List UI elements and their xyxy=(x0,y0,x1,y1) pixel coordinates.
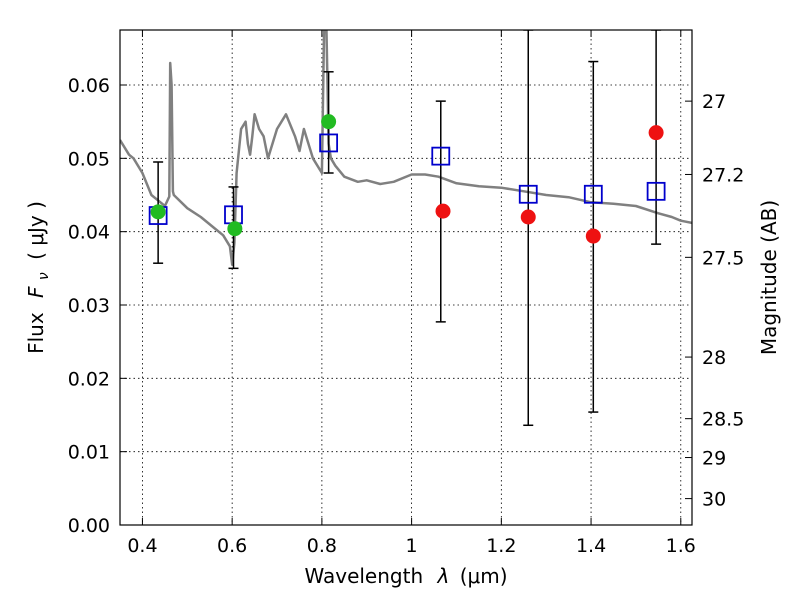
y2-tick-label: 28.5 xyxy=(702,409,744,431)
tick-layer: 0.4 0.6 0.8 1 1.2 1.4 1.6 0.00 0.01 0.02 0.03 0.04 0… xyxy=(68,30,744,557)
y-tick-label: 0.04 xyxy=(68,222,110,244)
model-square-marker xyxy=(583,184,603,204)
model-square-marker xyxy=(646,181,666,201)
y-tick-label: 0.03 xyxy=(68,295,110,317)
x-tick-label: 1.6 xyxy=(666,535,696,557)
x-axis-label-unit: (μm) xyxy=(460,564,508,588)
x-tick-label: 1.2 xyxy=(486,535,516,557)
photometry-point xyxy=(648,125,664,141)
x-tick-label: 0.8 xyxy=(307,535,337,557)
y-tick-label: 0.00 xyxy=(68,515,110,537)
x-tick-label: 1.4 xyxy=(576,535,606,557)
x-axis-label-symbol: λ xyxy=(437,564,450,588)
spectrum-layer xyxy=(120,30,692,266)
y-tick-label: 0.01 xyxy=(68,442,110,464)
y2-tick-label: 29 xyxy=(702,448,726,470)
photometry-point xyxy=(150,204,166,220)
y2-tick-label: 28 xyxy=(702,347,726,369)
y2-tick-label: 27.5 xyxy=(702,247,744,269)
model-square-marker xyxy=(431,146,451,166)
y2-tick-label: 27 xyxy=(702,91,726,113)
photometry-point xyxy=(435,203,451,219)
x-tick-label: 1 xyxy=(406,535,418,557)
y2-tick-label: 27.2 xyxy=(702,164,744,186)
photometry-point xyxy=(227,221,243,237)
y-tick-label: 0.02 xyxy=(68,368,110,390)
x-tick-label: 0.4 xyxy=(127,535,157,557)
y2-tick-label: 30 xyxy=(702,489,726,511)
y-axis-label-subscript: ν xyxy=(36,272,52,280)
marker-layer xyxy=(148,114,666,244)
y-tick-label: 0.06 xyxy=(68,75,110,97)
x-axis-label-text: Wavelength xyxy=(304,564,423,588)
y-tick-label: 0.05 xyxy=(68,148,110,170)
grid xyxy=(120,30,692,525)
y-axis-label: Flux F ν ( μJy ) xyxy=(24,201,53,354)
right-axis-label: Magnitude (AB) xyxy=(757,200,781,355)
y-axis-label-unit: ( μJy ) xyxy=(24,201,48,260)
photometry-point xyxy=(520,209,536,225)
photometry-point xyxy=(321,114,337,130)
y-axis-label-symbol: F xyxy=(24,286,48,298)
y-axis-label-text: Flux xyxy=(24,312,48,354)
photometry-point xyxy=(585,228,601,244)
plot-frame xyxy=(119,29,693,526)
model-square-marker xyxy=(319,133,339,153)
model-square-marker xyxy=(518,184,538,204)
x-axis-label: Wavelength λ (μm) xyxy=(304,564,507,588)
x-tick-label: 0.6 xyxy=(217,535,247,557)
spectrum-line xyxy=(120,30,692,266)
